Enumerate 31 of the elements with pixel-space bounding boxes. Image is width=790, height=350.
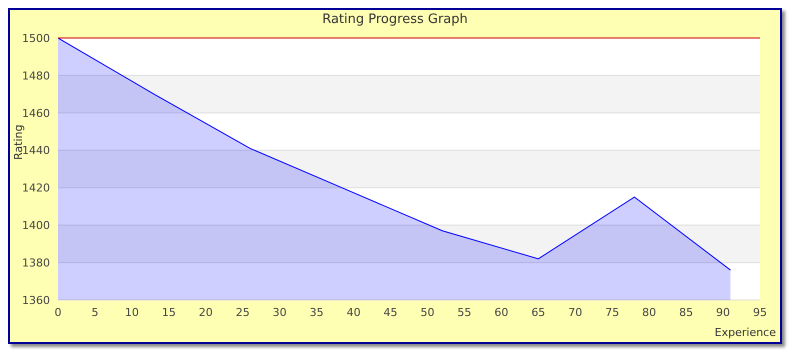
x-tick-label: 5: [91, 306, 98, 319]
x-tick-label: 30: [272, 306, 287, 319]
y-tick-label: 1380: [22, 256, 50, 270]
x-tick-label: 75: [605, 306, 620, 319]
x-tick-label: 85: [679, 306, 694, 319]
x-tick-label: 0: [54, 306, 62, 319]
y-tick-label: 1400: [22, 219, 50, 232]
x-axis-title: Experience: [714, 326, 776, 339]
x-tick-label: 95: [753, 306, 767, 319]
x-tick-label: 65: [531, 306, 546, 319]
x-tick-label: 90: [716, 306, 730, 319]
y-tick-label: 1440: [22, 144, 50, 158]
x-tick-label: 20: [198, 306, 213, 319]
x-tick-label: 50: [420, 306, 434, 319]
y-tick-label: 1460: [22, 106, 50, 120]
x-tick-label: 70: [568, 306, 582, 319]
y-tick-label: 1500: [22, 32, 50, 45]
x-tick-label: 25: [236, 306, 250, 319]
y-tick-label: 1480: [22, 69, 50, 82]
x-tick-label: 10: [124, 306, 139, 319]
x-tick-label: 60: [494, 306, 508, 319]
x-tick-label: 35: [310, 306, 324, 319]
x-tick-label: 55: [457, 306, 472, 319]
x-tick-label: 40: [346, 306, 361, 319]
y-tick-label: 1420: [22, 182, 50, 195]
y-tick-label: 1360: [22, 294, 50, 307]
y-axis-title: Rating: [12, 124, 25, 160]
x-tick-label: 80: [642, 306, 656, 319]
x-tick-label: 45: [384, 306, 398, 319]
x-tick-label: 15: [162, 306, 176, 319]
chart-title: Rating Progress Graph: [321, 12, 469, 27]
